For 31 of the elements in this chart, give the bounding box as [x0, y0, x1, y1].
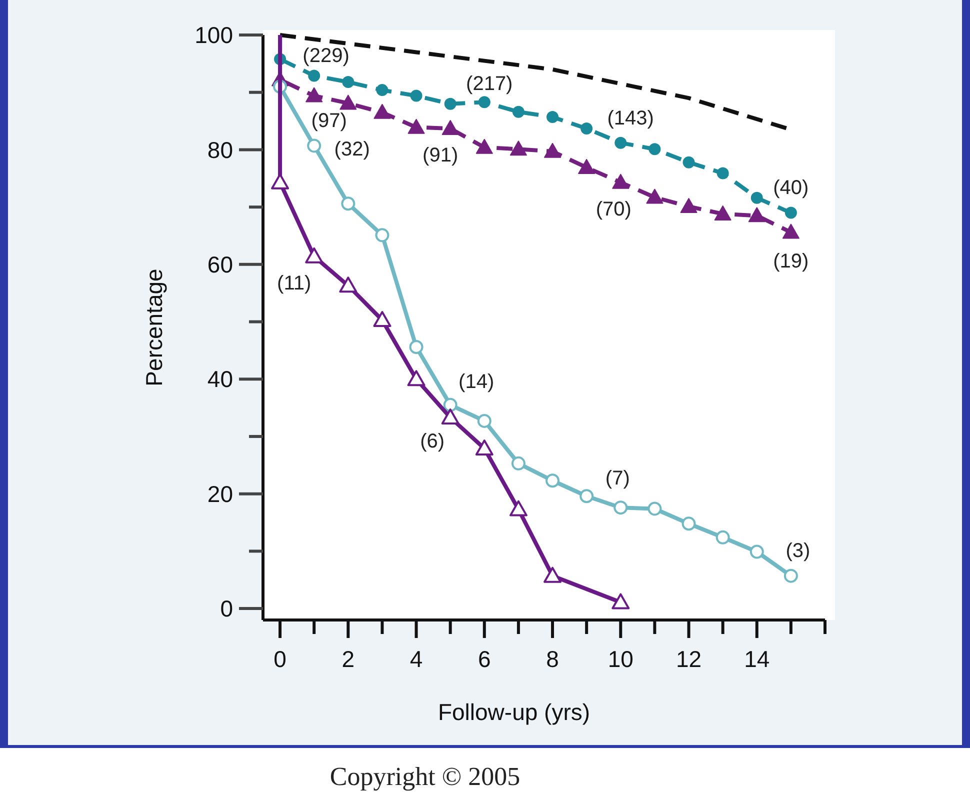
annotation: (3) [786, 540, 810, 562]
annotation: (19) [773, 250, 809, 272]
x-tick-label: 6 [478, 646, 491, 672]
annotation: (97) [311, 110, 347, 132]
annotation: (14) [458, 370, 494, 393]
y-tick-label: 80 [207, 136, 233, 163]
annotation: (32) [334, 138, 370, 161]
y-tick-label: 40 [207, 366, 233, 392]
x-tick-label: 0 [274, 646, 286, 672]
x-axis-title: Follow-up (yrs) [438, 699, 590, 725]
annotation: (6) [420, 430, 445, 453]
annotation: (91) [422, 144, 458, 166]
y-tick-label: 20 [207, 480, 233, 507]
text: Copyright © 2005 [330, 762, 520, 791]
annotation: (7) [605, 468, 630, 490]
y-tick-label: 60 [207, 251, 233, 278]
annotation: (143) [607, 107, 654, 130]
annotation: (40) [773, 176, 809, 199]
x-tick-label: 2 [342, 646, 355, 672]
x-tick-label: 12 [676, 646, 702, 672]
y-tick-label: 100 [194, 22, 233, 48]
y-axis-title: Percentage [141, 268, 167, 386]
annotation: (11) [277, 272, 312, 294]
annotation: (70) [596, 198, 632, 220]
annotation: (229) [302, 45, 350, 68]
x-tick-label: 10 [608, 646, 634, 672]
x-tick-label: 14 [744, 646, 770, 672]
x-tick-label: 8 [546, 646, 559, 672]
x-tick-label: 4 [410, 646, 423, 672]
annotation: (217) [466, 73, 513, 96]
y-tick-label: 0 [220, 596, 233, 622]
